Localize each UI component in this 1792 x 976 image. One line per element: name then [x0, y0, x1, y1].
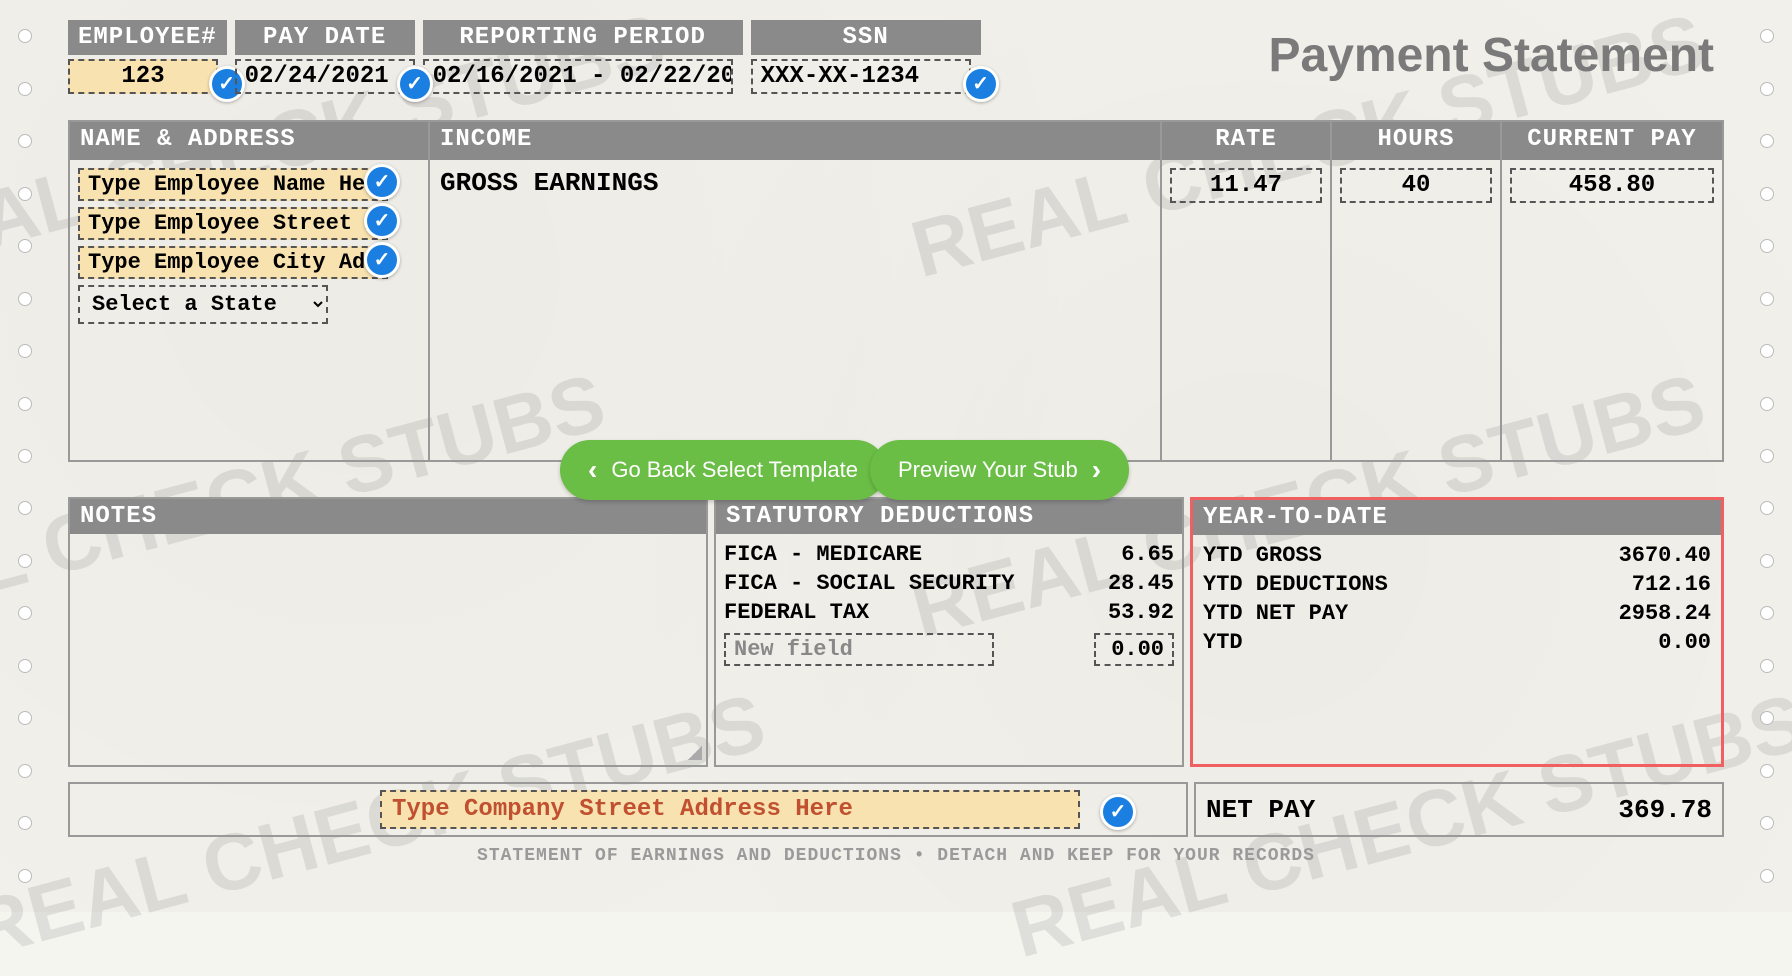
footnote: STATEMENT OF EARNINGS AND DEDUCTIONS • D…	[68, 846, 1724, 866]
top-fields-row: EMPLOYEE# 123 PAY DATE 02/24/2021 REPORT…	[68, 20, 981, 94]
check-icon	[963, 66, 999, 102]
state-select[interactable]: Select a State	[78, 285, 328, 324]
deduction-row: FICA - SOCIAL SECURITY28.45	[724, 569, 1174, 598]
employee-name-input[interactable]: Type Employee Name Here	[78, 168, 388, 201]
check-icon	[364, 203, 400, 239]
deductions-panel: STATUTORY DEDUCTIONS FICA - MEDICARE6.65…	[714, 497, 1184, 767]
deduction-row: FICA - MEDICARE6.65	[724, 540, 1174, 569]
company-address-panel: Type Company Street Address Here	[68, 782, 1188, 837]
preview-label: Preview Your Stub	[898, 457, 1078, 483]
ssn-header: SSN	[751, 20, 981, 55]
check-icon	[364, 164, 400, 200]
employee-city-input[interactable]: Type Employee City Addr	[78, 246, 388, 279]
chevron-right-icon: ›	[1092, 454, 1101, 486]
reporting-period-header: REPORTING PERIOD	[423, 20, 743, 55]
company-street-input[interactable]: Type Company Street Address Here	[380, 790, 1080, 829]
reporting-period-input[interactable]: 02/16/2021 - 02/22/20	[423, 59, 733, 94]
name-address-header: NAME & ADDRESS	[70, 122, 428, 160]
go-back-button[interactable]: ‹ Go Back Select Template	[560, 440, 886, 500]
hours-header: HOURS	[1332, 122, 1500, 160]
current-pay-value: 458.80	[1510, 168, 1714, 203]
chevron-left-icon: ‹	[588, 454, 597, 486]
rate-value[interactable]: 11.47	[1170, 168, 1322, 203]
deduction-row: FEDERAL TAX53.92	[724, 598, 1174, 627]
main-income-grid: NAME & ADDRESS Type Employee Name Here T…	[68, 120, 1724, 462]
ytd-header: YEAR-TO-DATE	[1193, 500, 1721, 535]
net-pay-value: 369.78	[1618, 795, 1712, 825]
preview-button[interactable]: Preview Your Stub ›	[870, 440, 1129, 500]
ytd-row: YTD0.00	[1203, 628, 1711, 657]
deductions-header: STATUTORY DEDUCTIONS	[716, 499, 1182, 534]
check-icon	[397, 66, 433, 102]
ssn-input[interactable]: XXX-XX-1234	[751, 59, 971, 94]
pay-date-header: PAY DATE	[235, 20, 415, 55]
current-pay-header: CURRENT PAY	[1502, 122, 1722, 160]
perforation-right	[1742, 0, 1792, 912]
net-pay-panel: NET PAY 369.78	[1194, 782, 1724, 837]
notes-header: NOTES	[70, 499, 706, 534]
employee-street-input[interactable]: Type Employee Street Ad	[78, 207, 388, 240]
ytd-panel: YEAR-TO-DATE YTD GROSS3670.40YTD DEDUCTI…	[1190, 497, 1724, 767]
check-icon	[1100, 794, 1136, 830]
rate-header: RATE	[1162, 122, 1330, 160]
perforation-left	[0, 0, 50, 912]
net-pay-label: NET PAY	[1206, 795, 1315, 825]
notes-textarea[interactable]	[70, 534, 706, 764]
new-deduction-value[interactable]: 0.00	[1094, 633, 1174, 666]
ytd-row: YTD DEDUCTIONS712.16	[1203, 570, 1711, 599]
employee-num-header: EMPLOYEE#	[68, 20, 227, 55]
income-header: INCOME	[430, 122, 1160, 160]
pay-date-input[interactable]: 02/24/2021	[235, 59, 415, 94]
notes-panel: NOTES	[68, 497, 708, 767]
go-back-label: Go Back Select Template	[611, 457, 858, 483]
check-icon	[364, 242, 400, 278]
ytd-row: YTD GROSS3670.40	[1203, 541, 1711, 570]
ytd-row: YTD NET PAY2958.24	[1203, 599, 1711, 628]
income-label: GROSS EARNINGS	[430, 160, 1160, 460]
new-deduction-input[interactable]: New field	[724, 633, 994, 666]
page-title: Payment Statement	[1269, 28, 1714, 83]
employee-num-input[interactable]: 123	[68, 59, 218, 94]
hours-value[interactable]: 40	[1340, 168, 1492, 203]
